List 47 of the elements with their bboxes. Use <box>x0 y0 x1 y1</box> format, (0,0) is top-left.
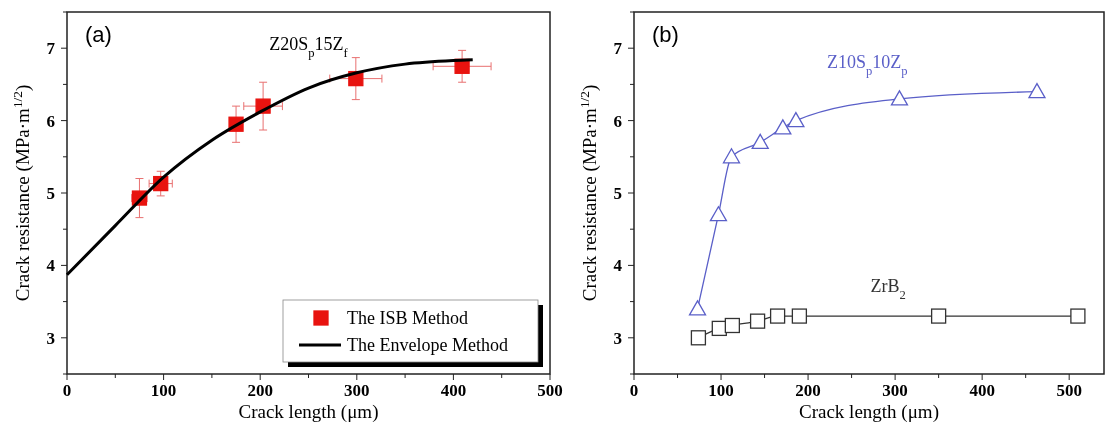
point <box>930 308 947 324</box>
point <box>787 111 805 128</box>
y-tick-label: 6 <box>613 111 622 131</box>
x-tick-label: 300 <box>344 381 370 400</box>
series-label: ZrB$_{2}$ <box>870 276 906 303</box>
point <box>1070 308 1086 324</box>
legend-label: The ISB Method <box>347 308 468 328</box>
x-tick-label: 200 <box>795 381 821 400</box>
y-tick-label: 4 <box>613 256 623 276</box>
annotation: Z20S$_{p}$15Z$_{f}$ <box>269 34 349 60</box>
point <box>1028 82 1046 99</box>
point <box>709 206 728 222</box>
point <box>769 308 786 324</box>
point <box>791 308 808 324</box>
y-tick-label: 4 <box>46 256 56 276</box>
x-tick-label: 500 <box>537 381 563 400</box>
x-tick-label: 100 <box>708 381 734 400</box>
x-tick-label: 0 <box>62 381 72 400</box>
point <box>688 300 707 316</box>
point <box>724 317 740 334</box>
x-tick-label: 200 <box>247 381 273 400</box>
y-tick-label: 5 <box>613 184 622 203</box>
x-tick-label: 400 <box>440 381 467 400</box>
text: (b) <box>652 22 679 47</box>
y-tick-label: 7 <box>613 39 623 59</box>
point <box>722 148 741 164</box>
point <box>690 330 707 346</box>
series-label: Z10S$_{p}$10Z$_{p}$ <box>826 51 908 78</box>
x-tick-label: 100 <box>150 381 177 400</box>
legend-label: The Envelope Method <box>347 335 508 355</box>
point <box>751 133 769 149</box>
line-series <box>65 58 475 277</box>
y-tick-label: 3 <box>613 328 622 348</box>
point <box>774 119 792 135</box>
x-tick-label: 300 <box>882 381 908 400</box>
y-tick-label: 6 <box>46 111 55 131</box>
x-tick-label: 0 <box>629 381 639 400</box>
x-tick-label: 500 <box>1056 381 1082 400</box>
x-axis-title: Crack length (μm) <box>238 401 379 422</box>
point <box>749 313 766 329</box>
y-tick-label: 3 <box>46 328 55 348</box>
text: (a) <box>85 22 112 47</box>
x-axis-title: Crack length (μm) <box>799 401 939 422</box>
y-tick-label: 7 <box>46 39 56 59</box>
point <box>890 90 909 106</box>
y-tick-label: 5 <box>46 184 55 203</box>
x-tick-label: 400 <box>969 381 995 400</box>
